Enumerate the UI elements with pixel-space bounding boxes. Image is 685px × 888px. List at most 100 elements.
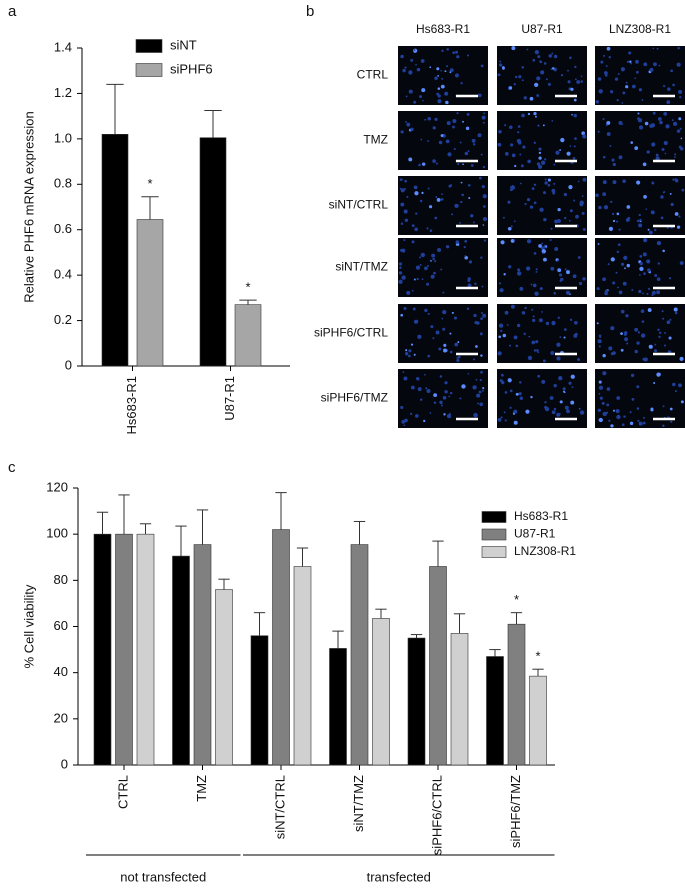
nucleus: [459, 141, 462, 144]
nucleus: [557, 207, 561, 212]
nucleus: [551, 120, 554, 122]
nucleus: [576, 80, 581, 84]
nucleus: [433, 393, 438, 398]
nucleus: [639, 254, 643, 258]
nucleus: [663, 111, 668, 116]
error-bar: [532, 668, 544, 677]
nucleus: [462, 163, 464, 166]
nucleus: [519, 286, 524, 291]
nucleus: [651, 142, 656, 147]
nucleus: [541, 242, 544, 245]
nucleus: [410, 343, 414, 346]
x-tick-label: CTRL: [115, 775, 130, 809]
nucleus: [446, 48, 449, 51]
nucleus: [560, 73, 564, 77]
nucleus: [483, 205, 486, 208]
nucleus: [410, 127, 414, 132]
y-tick-label: 80: [54, 572, 68, 587]
nucleus: [520, 164, 524, 168]
error-bar: [106, 83, 124, 135]
nucleus: [513, 420, 518, 425]
nucleus: [539, 207, 544, 212]
nucleus: [601, 401, 605, 405]
nucleus: [558, 376, 563, 381]
nucleus: [500, 416, 503, 419]
nucleus: [538, 151, 542, 155]
nucleus: [674, 156, 676, 158]
nucleus: [517, 131, 520, 134]
nucleus: [598, 89, 603, 94]
nucleus: [535, 340, 539, 344]
nucleus: [432, 126, 436, 130]
nucleus: [446, 65, 449, 68]
nucleus: [414, 191, 419, 196]
nucleus: [623, 255, 628, 260]
nucleus: [661, 310, 664, 313]
legend-swatch: [481, 511, 507, 523]
nucleus: [442, 395, 447, 400]
bar: [250, 635, 269, 766]
nucleus: [444, 381, 448, 385]
legend-label: siNT: [170, 37, 197, 52]
legend-swatch: [135, 39, 163, 53]
nucleus: [666, 100, 671, 105]
nucleus: [468, 260, 473, 264]
nucleus: [538, 156, 542, 160]
nucleus: [570, 374, 575, 379]
nucleus: [672, 382, 676, 387]
nucleus: [544, 158, 547, 161]
nucleus: [625, 314, 629, 318]
nucleus: [425, 387, 428, 390]
nucleus: [400, 202, 405, 207]
nucleus: [451, 311, 454, 314]
nucleus: [611, 158, 615, 162]
nucleus: [401, 420, 406, 424]
error-bar: [410, 634, 423, 639]
nucleus: [480, 256, 483, 259]
y-tick-label: 0.6: [54, 221, 72, 236]
nucleus: [638, 223, 643, 228]
nucleus: [628, 51, 632, 55]
y-tick-label: 1.4: [54, 39, 72, 54]
nucleus: [477, 93, 482, 98]
nucleus: [449, 71, 452, 74]
nucleus: [670, 420, 673, 423]
nucleus: [398, 271, 403, 275]
nucleus: [532, 283, 537, 288]
nucleus: [437, 99, 442, 104]
nucleus: [521, 79, 524, 82]
nucleus: [521, 113, 525, 118]
nucleus: [510, 304, 515, 309]
nucleus: [626, 263, 631, 268]
nucleus: [478, 176, 482, 180]
micrograph: [595, 111, 685, 170]
nucleus: [602, 353, 606, 358]
nucleus: [676, 129, 681, 133]
nucleus: [427, 312, 430, 315]
nucleus: [512, 412, 515, 415]
nucleus: [405, 349, 408, 352]
nucleus: [503, 273, 506, 276]
nucleus: [516, 271, 522, 276]
nucleus: [631, 288, 634, 291]
nucleus: [545, 321, 550, 326]
nucleus: [556, 259, 559, 262]
nucleus: [606, 132, 611, 136]
nucleus: [653, 62, 657, 67]
nucleus: [504, 152, 509, 156]
nucleus: [602, 155, 606, 159]
nucleus: [530, 283, 533, 286]
nucleus: [610, 257, 615, 262]
nucleus: [647, 268, 651, 272]
nucleus: [563, 192, 568, 197]
column-label: U87-R1: [521, 22, 563, 36]
nucleus: [654, 343, 657, 346]
nucleus: [497, 351, 502, 356]
nucleus: [581, 131, 585, 136]
nucleus: [598, 392, 601, 395]
nucleus: [600, 60, 604, 64]
nucleus: [544, 178, 547, 181]
nucleus: [400, 54, 404, 59]
nucleus: [660, 216, 664, 220]
